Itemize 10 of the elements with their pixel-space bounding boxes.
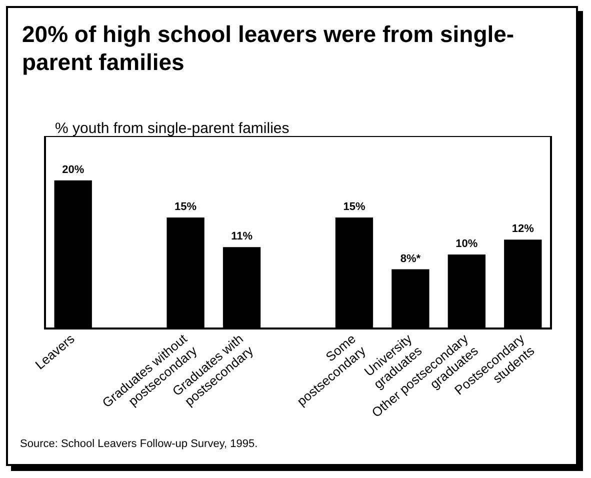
- data-label: 11%: [231, 230, 253, 243]
- data-label: 15%: [343, 200, 366, 213]
- source-note: Source: School Leavers Follow-up Survey, 1995.: [20, 438, 258, 450]
- data-label: 10%: [456, 238, 478, 250]
- data-label: 15%: [174, 200, 197, 213]
- y-axis-title: % youth from single-parent families: [55, 120, 290, 137]
- data-label: 12%: [512, 223, 534, 236]
- data-label: 20%: [62, 164, 84, 176]
- data-label: 8%*: [400, 252, 422, 265]
- chart-title: 20% of high school leavers were from single-parent families: [22, 20, 516, 76]
